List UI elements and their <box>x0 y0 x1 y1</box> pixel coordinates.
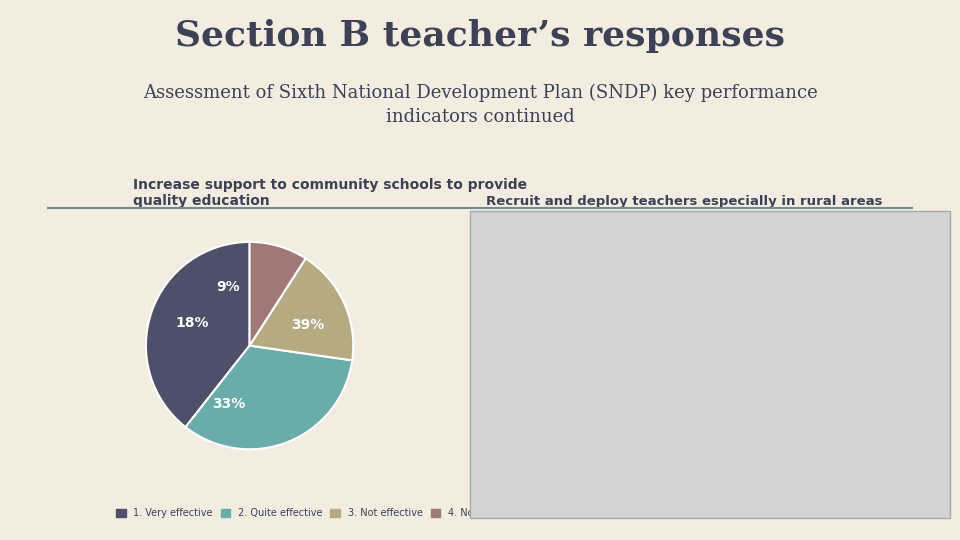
Text: 1. Very effective: 1. Very effective <box>807 240 899 250</box>
Wedge shape <box>250 242 305 346</box>
Wedge shape <box>549 242 629 346</box>
Wedge shape <box>525 280 705 449</box>
Wedge shape <box>629 314 732 416</box>
Text: 18%: 18% <box>175 316 208 330</box>
Bar <box>778 404 799 428</box>
Text: Increase support to community schools to provide
quality education: Increase support to community schools to… <box>132 178 527 208</box>
Text: 9%: 9% <box>217 280 240 294</box>
Text: 39%: 39% <box>292 318 324 332</box>
Text: Assessment of Sixth National Development Plan (SNDP) key performance
indicators : Assessment of Sixth National Development… <box>143 84 817 125</box>
Wedge shape <box>146 242 250 427</box>
Wedge shape <box>629 242 728 346</box>
Text: 4. Not available: 4. Not available <box>807 411 895 421</box>
Text: 2. Quite effective: 2. Quite effective <box>807 297 904 307</box>
Text: Section B teacher’s responses: Section B teacher’s responses <box>175 19 785 53</box>
Text: 17%: 17% <box>553 353 583 366</box>
Wedge shape <box>250 258 353 360</box>
Legend: 1. Very effective, 2. Quite effective, 3. Not effective, 4. Not available: 1. Very effective, 2. Quite effective, 3… <box>112 504 529 522</box>
Text: 33%: 33% <box>212 397 245 411</box>
Text: 3. Not effective: 3. Not effective <box>807 354 893 364</box>
Wedge shape <box>185 346 352 449</box>
Bar <box>778 233 799 257</box>
Text: 14%: 14% <box>640 283 670 296</box>
Bar <box>778 291 799 314</box>
Text: Recruit and deploy teachers especially in rural areas: Recruit and deploy teachers especially i… <box>487 195 883 208</box>
Bar <box>778 348 799 371</box>
Text: 20%: 20% <box>577 289 608 302</box>
Text: 49%: 49% <box>655 386 684 399</box>
